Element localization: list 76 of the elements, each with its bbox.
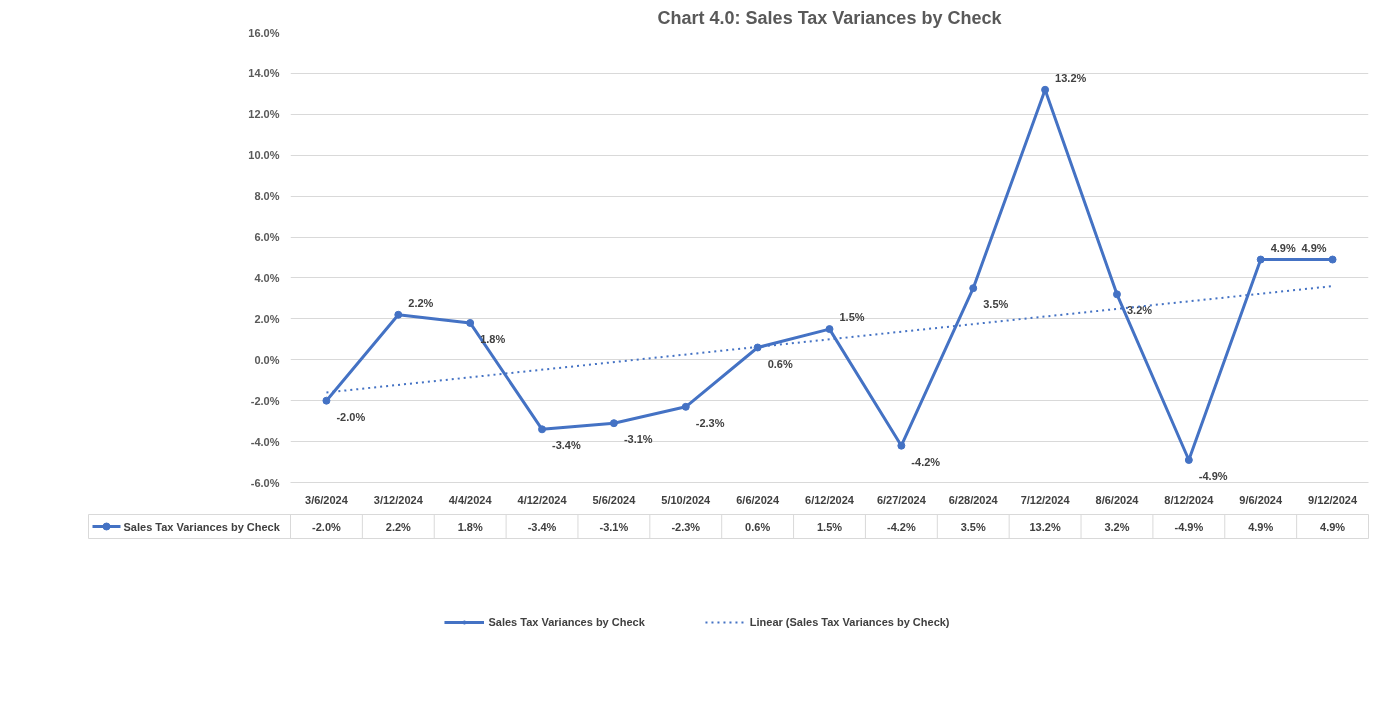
- point: [1256, 255, 1265, 264]
- x-tick-label: 6/6/2024: [736, 493, 780, 506]
- y-tick-label: 10.0%: [248, 149, 280, 162]
- x-tick-label: 9/12/2024: [1308, 493, 1358, 506]
- text: -3.1%: [623, 433, 653, 446]
- y-tick-label: 12.0%: [248, 108, 280, 121]
- x-tick-label: 9/6/2024: [1239, 493, 1283, 506]
- data-label: 4.9%: [1320, 520, 1346, 533]
- legend-label: Sales Tax Variances by Check: [123, 520, 281, 533]
- text: -3.4%: [552, 439, 581, 452]
- chart-title: Chart 4.0: Sales Tax Variances by Check: [657, 7, 1003, 28]
- text: -2.3%: [695, 416, 725, 429]
- x-tick-label: 5/6/2024: [592, 493, 637, 506]
- x-tick-label: 6/12/2024: [805, 493, 855, 506]
- data-label: 2.2%: [385, 520, 412, 533]
- point: [753, 343, 762, 352]
- text: 1.8%: [480, 332, 506, 345]
- point: [681, 402, 690, 411]
- point: [1328, 255, 1337, 264]
- x-tick-label: 8/6/2024: [1095, 493, 1140, 506]
- point: [609, 419, 618, 428]
- data-label: 1.8%: [457, 520, 483, 533]
- point: [1041, 85, 1050, 94]
- y-tick-label: 14.0%: [248, 67, 280, 80]
- text: 1.5%: [839, 311, 865, 324]
- point: [1112, 290, 1121, 299]
- data-label: 13.2%: [1029, 520, 1061, 533]
- x-tick-label: 6/28/2024: [948, 493, 999, 506]
- x-tick-label: 3/6/2024: [305, 493, 349, 506]
- text: 2.2%: [408, 296, 434, 309]
- text: 4.9%: [1270, 241, 1296, 254]
- x-tick-label: 7/12/2024: [1020, 493, 1071, 506]
- y-tick-label: 8.0%: [254, 190, 280, 203]
- x-tick-label: 4/4/2024: [448, 493, 493, 506]
- data-label: -2.0%: [312, 520, 342, 533]
- data-label: 3.2%: [1104, 520, 1130, 533]
- data-label: -4.2%: [887, 520, 916, 533]
- text: Sales Tax Variances by Check: [488, 616, 645, 628]
- y-tick-label: 2.0%: [254, 312, 280, 325]
- point: [969, 284, 978, 293]
- x-tick-label: 8/12/2024: [1164, 493, 1215, 506]
- y-tick-label: 6.0%: [254, 231, 280, 244]
- data-label: 0.6%: [745, 520, 771, 533]
- y-tick-label: -2.0%: [250, 394, 280, 407]
- data-label: 4.9%: [1248, 520, 1274, 533]
- text: -2.0%: [336, 410, 366, 423]
- text: 3.2%: [1126, 304, 1153, 317]
- y-tick-label: -4.0%: [250, 435, 280, 448]
- point: [538, 425, 547, 434]
- x-tick-label: 6/27/2024: [876, 493, 927, 506]
- x-tick-label: 3/12/2024: [373, 493, 424, 506]
- text: 4.9%: [1301, 241, 1327, 254]
- text: 13.2%: [1055, 71, 1087, 84]
- text: -4.2%: [911, 455, 941, 468]
- text: 0.6%: [767, 357, 793, 370]
- legend-label: Linear (Sales Tax Variances by Check): [749, 616, 950, 628]
- point: [897, 441, 906, 450]
- point: [466, 318, 475, 327]
- y-tick-label: 4.0%: [254, 271, 280, 284]
- y-tick-label: 0.0%: [254, 353, 280, 366]
- point: [322, 396, 331, 405]
- point: [825, 325, 834, 334]
- y-tick-label: -6.0%: [250, 476, 280, 489]
- point: [1184, 456, 1193, 464]
- x-tick-label: 4/12/2024: [517, 493, 568, 506]
- y-tick-label: 16.0%: [248, 26, 280, 39]
- data-label: 1.5%: [816, 520, 843, 533]
- data-label: -4.9%: [1174, 520, 1204, 533]
- text: 3.5%: [983, 298, 1009, 311]
- point: [394, 310, 403, 319]
- data-label: -3.1%: [599, 520, 629, 533]
- data-label: -3.4%: [527, 520, 557, 533]
- data-label: -2.3%: [671, 520, 701, 533]
- data-label: 3.5%: [960, 520, 986, 533]
- x-tick-label: 5/10/2024: [661, 493, 712, 506]
- text: -4.9%: [1198, 470, 1228, 482]
